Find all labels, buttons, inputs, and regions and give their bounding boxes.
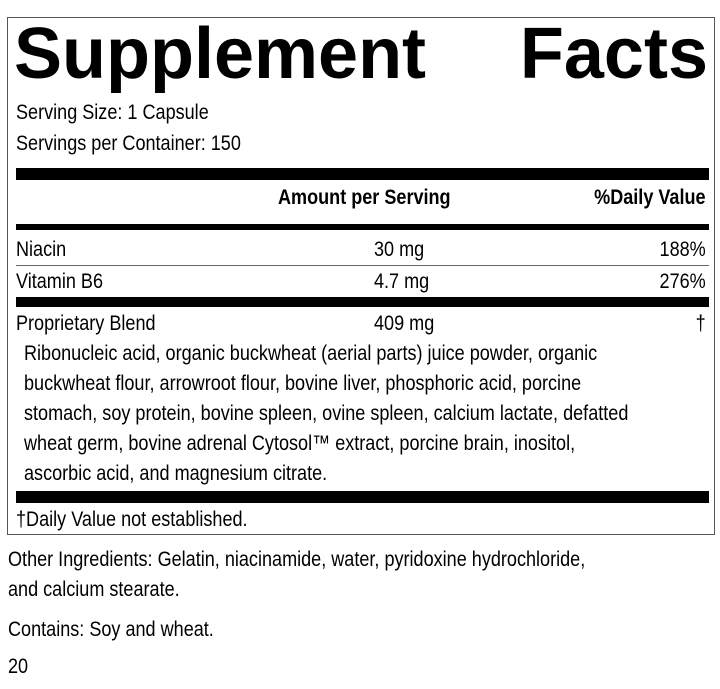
other-ingredients-line: and calcium stearate. [8, 578, 180, 601]
blend-line: ascorbic acid, and magnesium citrate. [24, 462, 328, 485]
nutrient-dv: 188% [659, 238, 706, 261]
blend-line: buckwheat flour, arrowroot flour, bovine… [24, 372, 582, 395]
nutrient-dv: † [695, 312, 706, 335]
nutrient-amount: 409 mg [374, 312, 435, 335]
servings-per-container: Servings per Container: 150 [16, 132, 241, 155]
medium-divider [16, 224, 709, 230]
other-ingredients-line: Other Ingredients: Gelatin, niacinamide,… [8, 548, 586, 571]
footnote: †Daily Value not established. [16, 508, 248, 531]
blend-line: stomach, soy protein, bovine spleen, ovi… [24, 402, 629, 425]
thick-divider [16, 297, 709, 307]
allergen-statement: Contains: Soy and wheat. [8, 618, 214, 641]
nutrient-dv: 276% [659, 270, 706, 293]
page-number: 20 [8, 655, 29, 678]
title-supplement: Supplement [14, 14, 427, 94]
thin-divider [16, 265, 709, 266]
header-daily-value: %Daily Value [594, 186, 706, 209]
header-amount: Amount per Serving [278, 186, 451, 209]
blend-line: wheat germ, bovine adrenal Cytosol™ extr… [24, 432, 576, 455]
serving-size: Serving Size: 1 Capsule [16, 101, 209, 124]
nutrient-name: Proprietary Blend [16, 312, 156, 335]
blend-line: Ribonucleic acid, organic buckwheat (aer… [24, 342, 598, 365]
thick-divider [16, 491, 709, 503]
facts-panel [7, 17, 715, 535]
thick-divider [16, 168, 709, 180]
nutrient-amount: 4.7 mg [374, 270, 430, 293]
nutrient-name: Vitamin B6 [16, 270, 104, 293]
nutrient-name: Niacin [16, 238, 67, 261]
title-facts: Facts [519, 14, 708, 94]
nutrient-amount: 30 mg [374, 238, 425, 261]
